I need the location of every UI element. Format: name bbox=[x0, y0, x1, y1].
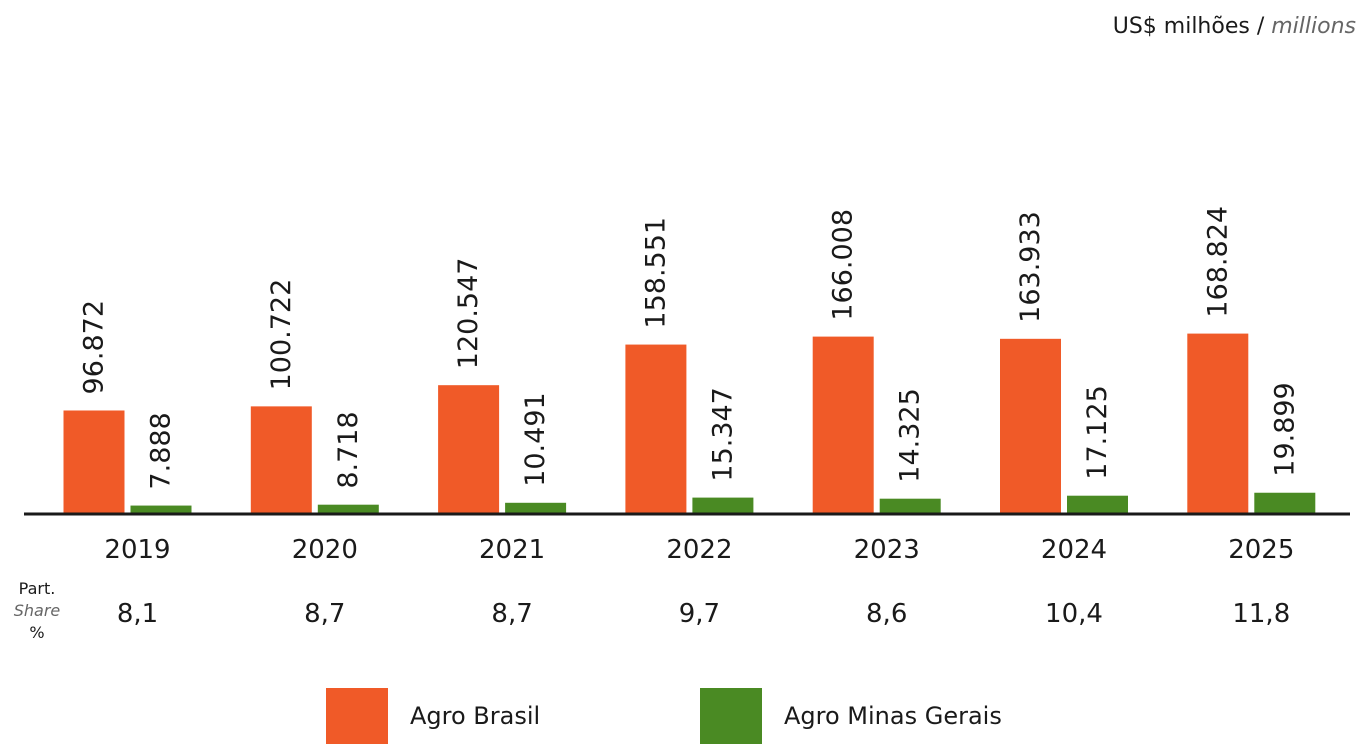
x-tick-label-2025: 2025 bbox=[1228, 535, 1294, 565]
x-tick-label-2020: 2020 bbox=[292, 535, 358, 565]
bar-chart: 96.872 7.888 2019 8,1 100.722 8.718 2020 8,7 120… bbox=[24, 206, 1350, 629]
data-label-agro-brasil-2022: 158.551 bbox=[640, 217, 671, 329]
unit-label-pt: US$ milhões / bbox=[1112, 14, 1265, 39]
legend-label-agro-brasil: Agro Brasil bbox=[410, 702, 541, 730]
bar-agro-brasil-2021 bbox=[438, 385, 500, 514]
share-value-2021: 8,7 bbox=[491, 599, 532, 629]
legend-swatch-agro-brasil bbox=[326, 688, 388, 744]
bar-agro-minas-gerais-2025 bbox=[1254, 492, 1316, 514]
share-value-2020: 8,7 bbox=[304, 599, 345, 629]
unit-label: US$ milhões / millions bbox=[1113, 14, 1356, 39]
bar-agro-brasil-2025 bbox=[1187, 333, 1249, 514]
data-label-agro-minas-gerais-2025: 19.899 bbox=[1269, 382, 1300, 476]
bar-agro-minas-gerais-2020 bbox=[317, 504, 379, 514]
data-label-agro-minas-gerais-2024: 17.125 bbox=[1082, 385, 1113, 479]
bar-agro-brasil-2024 bbox=[1000, 338, 1061, 514]
data-label-agro-brasil-2019: 96.872 bbox=[79, 300, 110, 394]
bar-agro-minas-gerais-2023 bbox=[879, 498, 941, 514]
unit-label-en: millions bbox=[1271, 14, 1356, 39]
x-tick-label-2019: 2019 bbox=[104, 535, 170, 565]
data-label-agro-brasil-2024: 163.933 bbox=[1015, 211, 1046, 323]
bar-agro-minas-gerais-2021 bbox=[505, 502, 567, 514]
data-label-agro-brasil-2020: 100.722 bbox=[266, 279, 297, 391]
share-label-unit: % bbox=[29, 623, 45, 642]
share-value-2022: 9,7 bbox=[679, 599, 720, 629]
bar-agro-minas-gerais-2024 bbox=[1067, 495, 1128, 514]
share-value-2019: 8,1 bbox=[117, 599, 158, 629]
data-label-agro-minas-gerais-2023: 14.325 bbox=[895, 388, 926, 482]
share-row-label: Part. Share % bbox=[2, 578, 72, 644]
x-tick-label-2024: 2024 bbox=[1041, 535, 1107, 565]
data-label-agro-minas-gerais-2020: 8.718 bbox=[333, 411, 364, 488]
legend-swatch-agro-minas-gerais bbox=[700, 688, 762, 744]
x-tick-label-2022: 2022 bbox=[666, 535, 732, 565]
data-label-agro-brasil-2025: 168.824 bbox=[1202, 206, 1233, 318]
data-label-agro-brasil-2023: 166.008 bbox=[828, 209, 859, 321]
x-tick-label-2023: 2023 bbox=[854, 535, 920, 565]
bar-agro-brasil-2023 bbox=[812, 336, 874, 514]
data-label-agro-minas-gerais-2021: 10.491 bbox=[520, 392, 551, 486]
bar-agro-brasil-2020 bbox=[250, 406, 312, 514]
bar-agro-brasil-2019 bbox=[63, 410, 125, 514]
bar-agro-brasil-2022 bbox=[625, 344, 687, 514]
share-value-2023: 8,6 bbox=[866, 599, 907, 629]
data-label-agro-minas-gerais-2022: 15.347 bbox=[707, 387, 738, 481]
x-tick-label-2021: 2021 bbox=[479, 535, 545, 565]
bar-agro-minas-gerais-2019 bbox=[130, 505, 192, 514]
data-label-agro-minas-gerais-2019: 7.888 bbox=[146, 412, 177, 489]
legend: Agro Brasil Agro Minas Gerais bbox=[0, 688, 1364, 744]
bar-agro-minas-gerais-2022 bbox=[692, 497, 754, 514]
share-label-pt: Part. bbox=[18, 579, 56, 598]
share-value-2024: 10,4 bbox=[1045, 599, 1103, 629]
share-value-2025: 11,8 bbox=[1232, 599, 1290, 629]
legend-label-agro-minas-gerais: Agro Minas Gerais bbox=[784, 702, 1002, 730]
data-label-agro-brasil-2021: 120.547 bbox=[453, 258, 484, 370]
share-label-en: Share bbox=[13, 601, 61, 620]
